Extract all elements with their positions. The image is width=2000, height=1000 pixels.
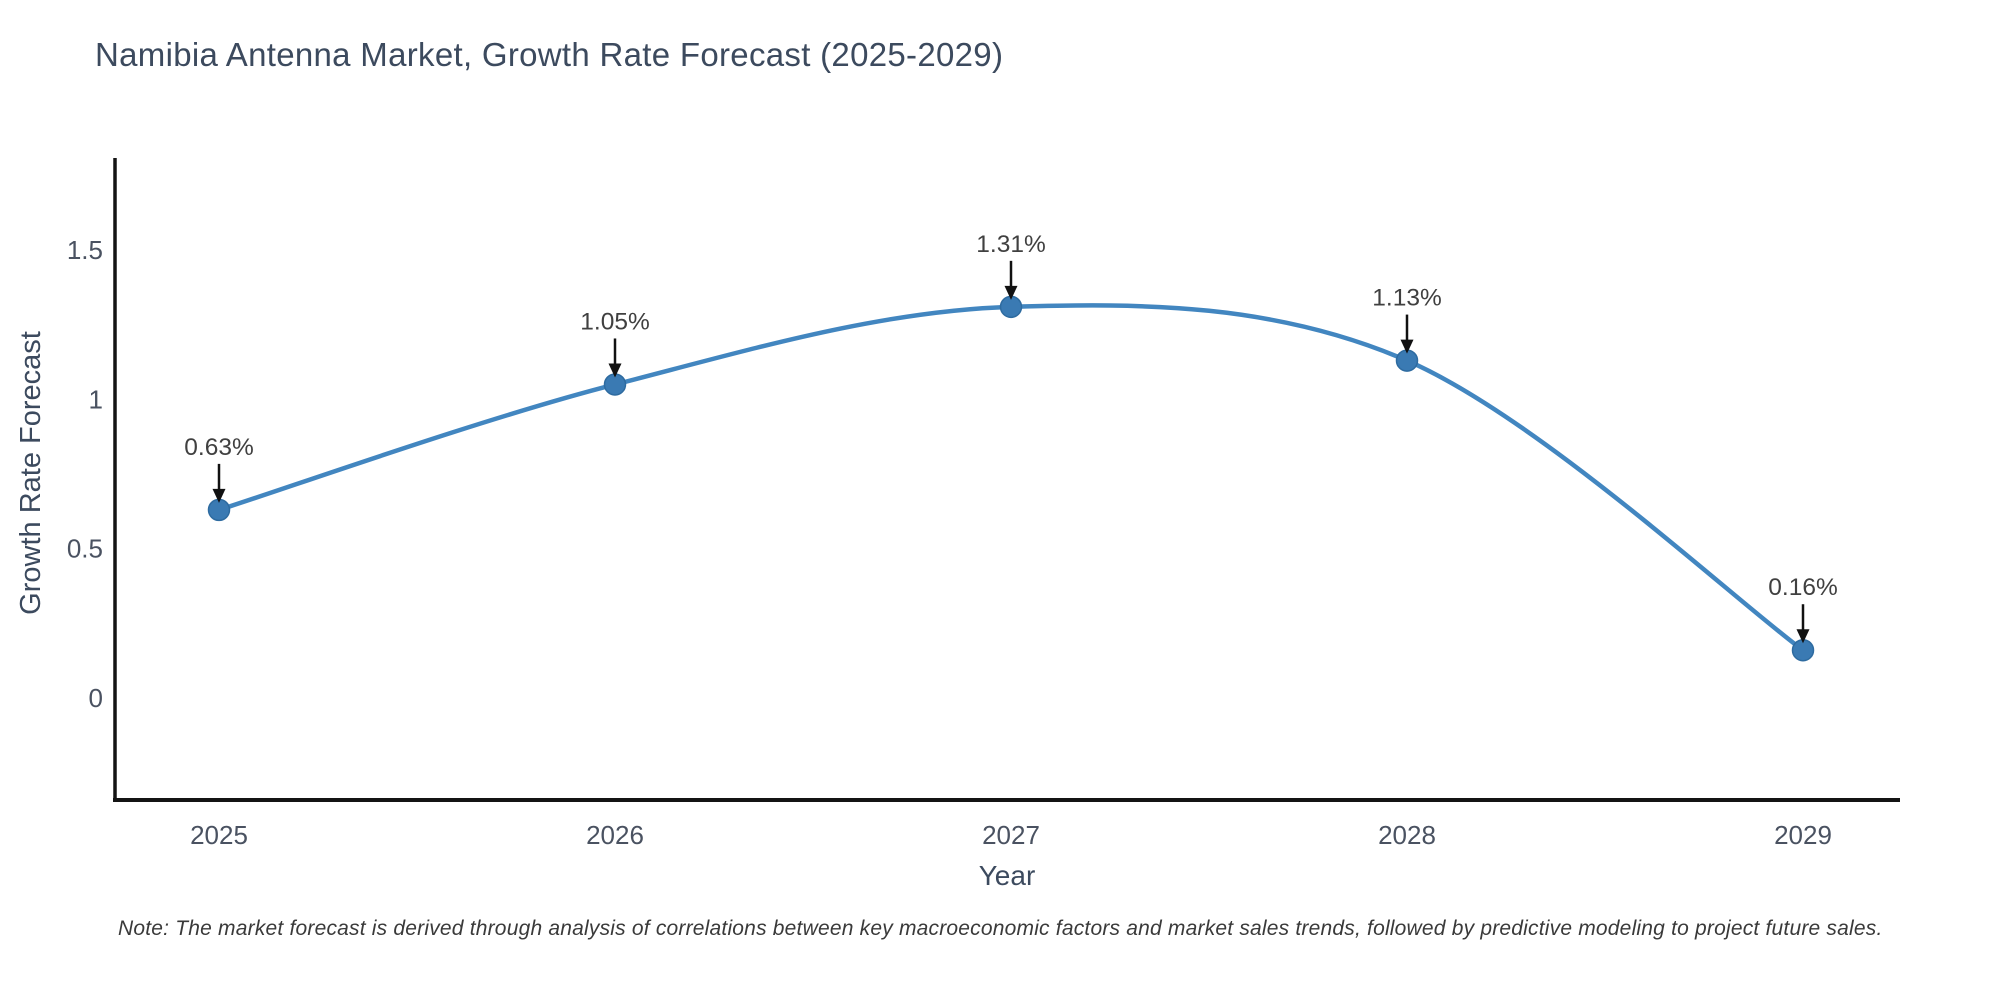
y-axis-title: Growth Rate Forecast [15, 331, 47, 615]
annotation-arrowhead [1400, 339, 1414, 354]
x-tick-label: 2025 [190, 820, 248, 850]
annotation-arrowhead [1796, 629, 1810, 644]
chart-title: Namibia Antenna Market, Growth Rate Fore… [95, 36, 1004, 73]
data-point-label: 1.31% [976, 231, 1045, 258]
x-tick-label: 2028 [1378, 820, 1436, 850]
data-point-label: 0.16% [1768, 574, 1837, 601]
y-tick-label: 0 [89, 683, 103, 713]
forecast-line [216, 303, 1806, 653]
annotation-arrowhead [1004, 285, 1018, 300]
footnote: Note: The market forecast is derived thr… [118, 917, 1883, 940]
annotation-arrowhead [608, 363, 622, 378]
annotation-arrowhead [212, 488, 226, 503]
y-tick-label: 1.5 [67, 235, 103, 265]
x-tick-label: 2029 [1774, 820, 1832, 850]
x-tick-label: 2026 [586, 820, 644, 850]
x-axis-title: Year [979, 860, 1036, 891]
data-point-label: 1.13% [1372, 285, 1441, 312]
x-tick-label: 2027 [982, 820, 1040, 850]
data-point-label: 0.63% [184, 434, 253, 461]
y-tick-label: 1 [89, 384, 103, 414]
data-point-label: 1.05% [580, 308, 649, 335]
y-tick-label: 0.5 [67, 534, 103, 564]
